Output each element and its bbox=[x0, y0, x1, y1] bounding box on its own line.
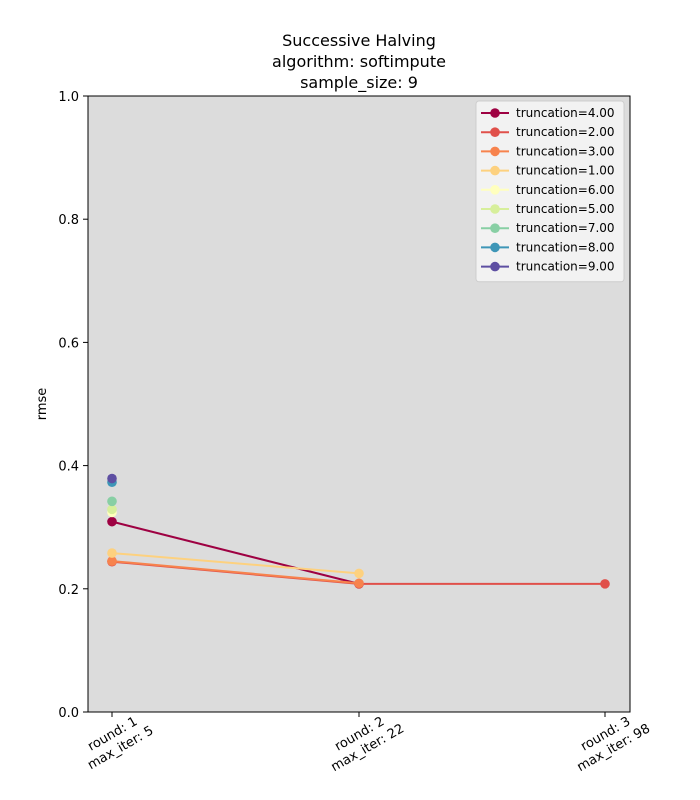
series-truncation=3.00 bbox=[107, 556, 364, 589]
series-truncation=1.00 bbox=[107, 548, 364, 579]
legend-entry: truncation=6.00 bbox=[481, 183, 615, 197]
legend-marker bbox=[490, 242, 500, 253]
legend-marker bbox=[490, 223, 500, 233]
chart-title: Successive Halving algorithm: softimpute s… bbox=[272, 31, 446, 93]
legend-label: truncation=3.00 bbox=[516, 144, 615, 158]
legend-entry: truncation=2.00 bbox=[481, 125, 615, 139]
series-truncation=7.00 bbox=[107, 496, 117, 507]
legend-box bbox=[475, 100, 625, 283]
legend-entry: truncation=1.00 bbox=[481, 164, 615, 178]
data-point bbox=[107, 504, 117, 515]
legend-label: truncation=9.00 bbox=[516, 260, 615, 274]
legend-marker bbox=[490, 185, 500, 195]
series-truncation=9.00 bbox=[107, 473, 117, 484]
y-axis-label: rmse bbox=[35, 388, 50, 421]
series-line bbox=[111, 560, 360, 585]
legend-label: truncation=1.00 bbox=[516, 164, 615, 178]
series-line bbox=[111, 520, 360, 585]
legend-entry: truncation=9.00 bbox=[481, 260, 615, 274]
legend-label: truncation=7.00 bbox=[516, 221, 615, 235]
legend-marker bbox=[490, 127, 500, 137]
title-line: algorithm: softimpute bbox=[272, 52, 446, 71]
chart-marks bbox=[107, 473, 610, 589]
y-axis: 0.0 0.2 0.4 0.6 0.8 1.0 rmse bbox=[35, 90, 88, 721]
data-point bbox=[107, 548, 117, 558]
legend-marker bbox=[490, 146, 500, 157]
y-tick-label: 0.8 bbox=[58, 213, 79, 228]
legend-entry: truncation=3.00 bbox=[481, 144, 615, 158]
data-point bbox=[107, 516, 117, 527]
data-point bbox=[107, 556, 117, 566]
y-tick-label: 0.6 bbox=[58, 336, 79, 351]
series-line bbox=[111, 552, 360, 575]
data-point bbox=[107, 496, 117, 507]
legend-label: truncation=2.00 bbox=[516, 125, 615, 139]
legend-entry: truncation=5.00 bbox=[481, 202, 615, 216]
legend-label: truncation=8.00 bbox=[516, 240, 615, 254]
data-point bbox=[354, 578, 364, 589]
y-tick-label: 1.0 bbox=[58, 90, 79, 105]
legend-marker bbox=[490, 261, 500, 272]
title-line: sample_size: 9 bbox=[300, 73, 418, 93]
legend-label: truncation=6.00 bbox=[516, 183, 615, 197]
title-line: Successive Halving bbox=[282, 31, 436, 50]
data-point bbox=[600, 579, 610, 589]
legend-entry: truncation=8.00 bbox=[481, 240, 615, 254]
data-point bbox=[354, 568, 364, 579]
legend-marker bbox=[490, 204, 500, 214]
legend-label: truncation=4.00 bbox=[516, 106, 615, 120]
legend-entry: truncation=7.00 bbox=[481, 221, 615, 235]
legend-marker bbox=[490, 165, 500, 176]
legend-entry: truncation=4.00 bbox=[481, 106, 615, 120]
legend-marker bbox=[490, 108, 500, 118]
data-point bbox=[107, 473, 117, 484]
legend-label: truncation=5.00 bbox=[516, 202, 615, 216]
y-tick-label: 0.0 bbox=[58, 706, 79, 721]
y-tick-label: 0.2 bbox=[58, 583, 79, 598]
series-truncation=5.00 bbox=[107, 504, 117, 515]
y-tick-label: 0.4 bbox=[58, 460, 79, 475]
legend: truncation=4.00 truncation=2.00 truncation… bbox=[475, 100, 625, 283]
